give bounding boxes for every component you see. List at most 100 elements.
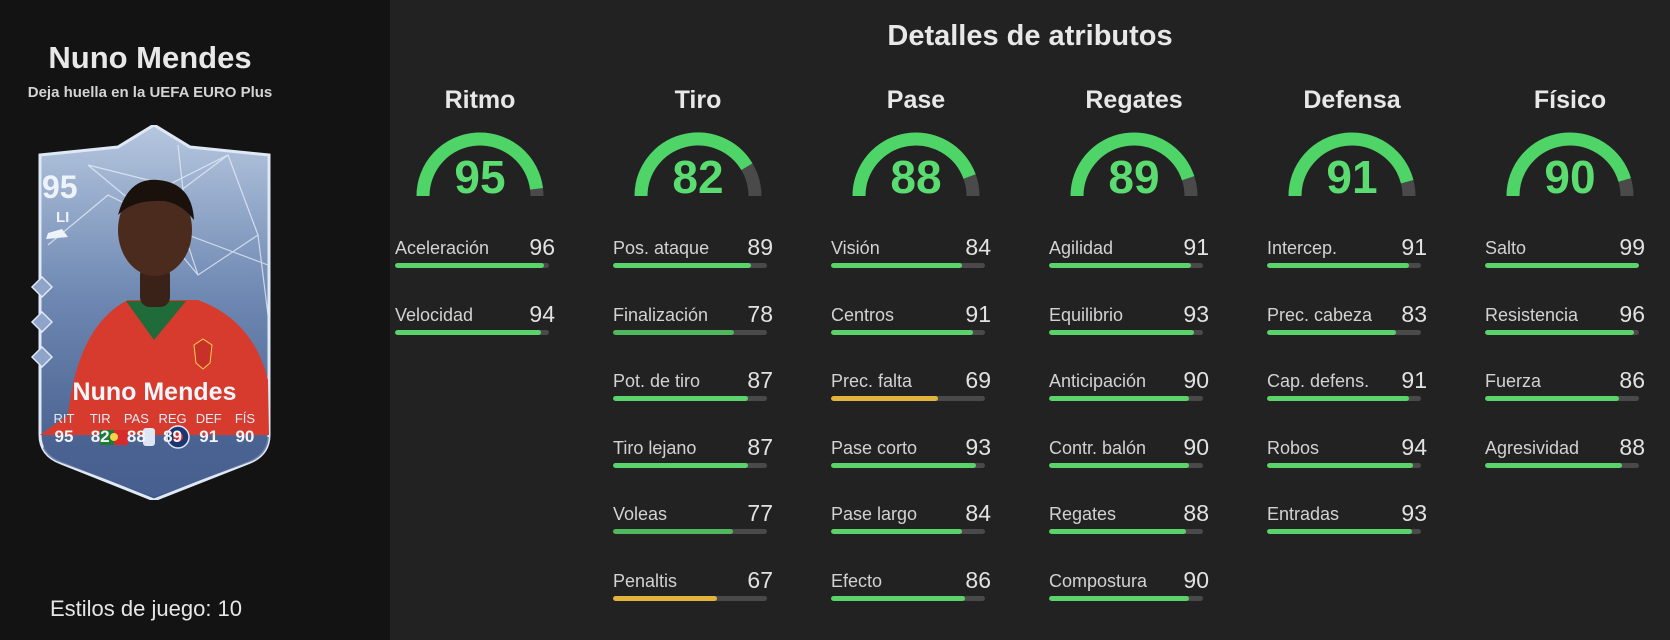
attribute-value: 96 xyxy=(1619,300,1645,327)
attribute-value: 69 xyxy=(965,367,991,393)
category-name: Ritmo xyxy=(444,86,516,114)
attribute-bar-fill xyxy=(613,329,735,335)
card-stat-value: 90 xyxy=(235,427,255,446)
attribute-bar-fill xyxy=(831,529,962,534)
attribute-category-0: Ritmo 95 Aceleración 96 Velocidad 94 xyxy=(390,86,570,335)
attribute-row: Centros 91 xyxy=(831,295,991,335)
attribute-details-panel: Detalles de atributos Ritmo 95 Aceleración… xyxy=(390,0,1670,640)
attribute-bar-fill xyxy=(1267,396,1409,401)
gauge-fill xyxy=(634,132,753,197)
playstyles-count[interactable]: Estilos de juego: 10 xyxy=(50,596,243,621)
attribute-value: 67 xyxy=(747,566,773,593)
attribute-row: Pase largo 84 xyxy=(831,494,991,534)
attribute-row: Prec. falta 69 xyxy=(831,361,991,401)
attribute-bar-fill xyxy=(1267,462,1414,468)
attribute-value: 84 xyxy=(965,234,991,260)
attribute-value: 88 xyxy=(1619,433,1645,460)
category-gauge: 89 xyxy=(1067,128,1201,204)
player-card[interactable]: 95 LI Nuno Mendes RIT TIR PAS REG DEF FÍ… xyxy=(28,123,281,502)
attribute-bar-fill xyxy=(1267,263,1409,268)
attribute-row: Efecto 86 xyxy=(831,561,991,601)
attribute-bar xyxy=(831,263,985,268)
attribute-name: Penaltis xyxy=(613,570,678,591)
gauge-fill xyxy=(852,132,976,197)
attribute-bar-fill xyxy=(831,329,973,335)
attribute-bar xyxy=(831,595,985,601)
card-stat-value: 91 xyxy=(199,427,219,446)
attribute-bar xyxy=(613,396,767,401)
attribute-bar-fill xyxy=(831,462,976,468)
attribute-category-5: Físico 90 Salto 99 Resistencia 96 Fuerza 86 Agre… xyxy=(1480,86,1660,468)
attribute-name: Pos. ataque xyxy=(613,238,710,258)
attribute-value: 86 xyxy=(965,566,991,593)
attribute-value: 91 xyxy=(1401,234,1427,260)
attribute-bar xyxy=(395,263,549,268)
attribute-bar xyxy=(1267,462,1421,468)
attribute-name: Agilidad xyxy=(1049,238,1114,258)
attribute-bar xyxy=(1049,529,1203,534)
attribute-row: Entradas 93 xyxy=(1267,494,1427,534)
attribute-name: Pot. de tiro xyxy=(613,371,701,391)
attribute-name: Tiro lejano xyxy=(613,437,697,458)
category-rating: 89 xyxy=(1108,151,1160,203)
attribute-category-1: Tiro 82 Pos. ataque 89 Finalización 78 Pot. de… xyxy=(608,86,788,601)
attribute-row: Contr. balón 90 xyxy=(1049,428,1209,468)
gauge-fill xyxy=(1506,132,1631,197)
attribute-value: 89 xyxy=(747,234,773,260)
attribute-bar xyxy=(1267,329,1421,335)
attribute-bar-fill xyxy=(613,595,718,601)
attribute-bar-fill xyxy=(613,529,733,534)
attribute-bar-fill xyxy=(1485,329,1635,335)
category-gauge: 90 xyxy=(1503,128,1637,204)
attribute-row: Agilidad 91 xyxy=(1049,228,1209,268)
attribute-name: Entradas xyxy=(1267,504,1340,524)
attribute-row: Penaltis 67 xyxy=(613,561,773,601)
gauge-arc xyxy=(1288,132,1416,197)
card-stat-value: 95 xyxy=(54,427,74,446)
attribute-bar xyxy=(613,263,767,268)
attribute-name: Pase largo xyxy=(831,504,918,524)
section-title: Detalles de atributos xyxy=(887,20,1173,52)
card-position: LI xyxy=(56,209,70,226)
attribute-value: 77 xyxy=(747,500,773,526)
attribute-value: 88 xyxy=(1183,500,1209,526)
gauge-arc xyxy=(1070,132,1198,197)
attribute-bar xyxy=(831,329,985,335)
attribute-value: 87 xyxy=(747,367,773,393)
category-gauge: 82 xyxy=(631,128,765,204)
attribute-value: 91 xyxy=(965,300,991,327)
category-name: Tiro xyxy=(674,86,722,114)
card-stat-value: 82 xyxy=(90,427,110,446)
attribute-bar-fill xyxy=(613,396,749,401)
attribute-value: 93 xyxy=(1401,500,1427,526)
attribute-bar xyxy=(1049,329,1203,335)
attribute-name: Pase corto xyxy=(831,437,918,458)
attribute-row: Pase corto 93 xyxy=(831,428,991,468)
attribute-bar-fill xyxy=(613,462,749,468)
attribute-bar-fill xyxy=(613,263,752,268)
attribute-bar-fill xyxy=(1485,396,1619,401)
attribute-bar-fill xyxy=(831,396,939,401)
attribute-row: Aceleración 96 xyxy=(395,228,555,268)
category-gauge: 95 xyxy=(413,128,547,204)
attribute-name: Voleas xyxy=(613,504,668,524)
attribute-bar xyxy=(831,529,985,534)
attribute-name: Prec. cabeza xyxy=(1267,304,1373,325)
player-panel: Nuno Mendes Deja huella en la UEFA EURO … xyxy=(0,0,390,640)
attribute-name: Robos xyxy=(1267,437,1320,458)
attribute-name: Salto xyxy=(1485,238,1527,258)
attribute-row: Finalización 78 xyxy=(613,295,773,335)
attribute-value: 86 xyxy=(1619,367,1645,393)
attribute-bar xyxy=(1267,529,1421,534)
attribute-bar xyxy=(1485,462,1639,468)
attribute-bar xyxy=(1049,462,1203,468)
attribute-row: Fuerza 86 xyxy=(1485,361,1645,401)
attribute-value: 93 xyxy=(965,433,991,460)
attribute-value: 90 xyxy=(1183,433,1209,460)
category-rating: 91 xyxy=(1326,151,1378,203)
card-stats: RIT TIR PAS REG DEF FÍS 95 82 88 89 91 9… xyxy=(46,411,263,447)
attribute-bar xyxy=(1049,595,1203,601)
attribute-bar xyxy=(1267,263,1421,268)
player-name: Nuno Mendes xyxy=(48,40,252,75)
playstyle-icons xyxy=(30,275,54,369)
